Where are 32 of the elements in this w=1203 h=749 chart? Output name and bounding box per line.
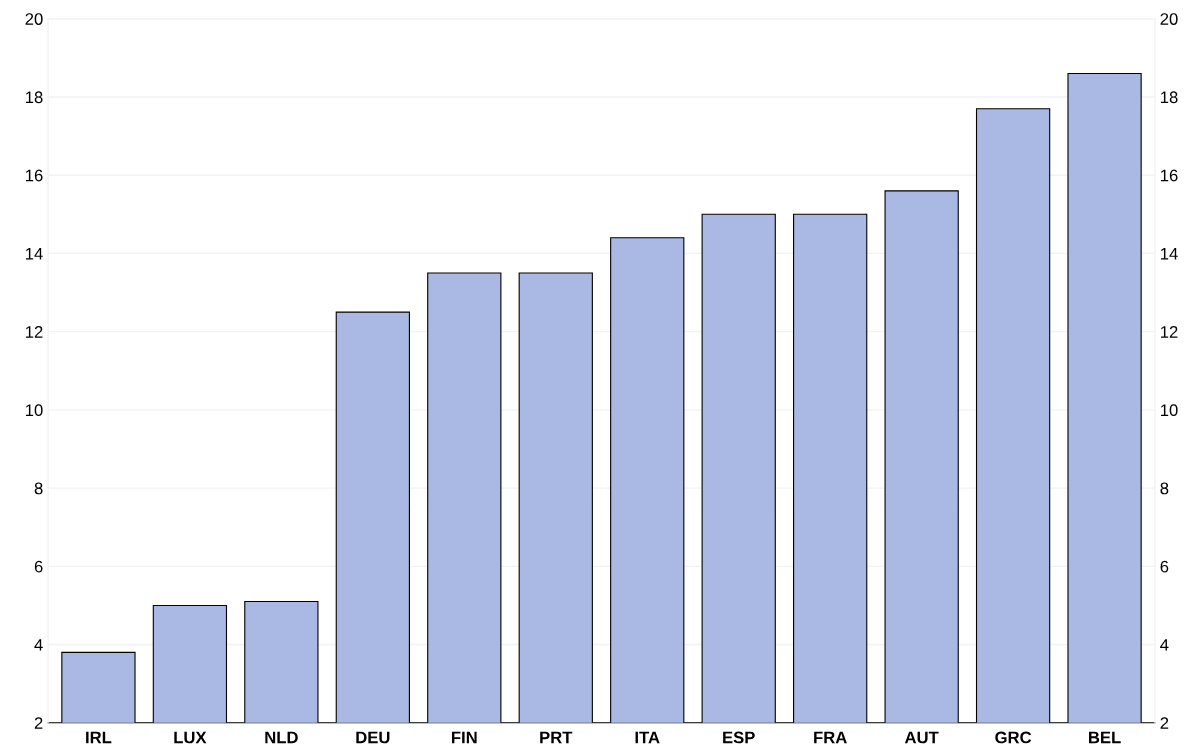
x-tick-label: FIN (451, 731, 477, 744)
x-tick-label: PRT (540, 731, 573, 744)
y-tick-label: 6 (34, 560, 43, 573)
x-tick-label: AUT (904, 731, 939, 744)
y2-tick-label: 20 (1160, 13, 1178, 25)
x-tick-label: FRA (814, 731, 847, 744)
x-tick-label: DEU (356, 731, 390, 744)
x-tick-label: NLD (265, 731, 298, 744)
y-tick-label: 14 (25, 247, 43, 260)
y-tick-label: 18 (25, 91, 43, 104)
y-tick-label: 16 (25, 169, 43, 182)
x-tick-label: BEL (1089, 731, 1121, 744)
x-tick-label: GRC (995, 731, 1032, 744)
y-tick-label: 4 (34, 639, 43, 651)
y2-tick-label: 16 (1161, 169, 1178, 182)
y-tick-label: 12 (25, 326, 43, 338)
x-tick-label: ESP (723, 731, 755, 744)
x-tick-label: IRL (86, 731, 112, 744)
x-tick-label: LUX (174, 731, 207, 744)
y-tick-label: 10 (25, 404, 43, 417)
y2-tick-label: 2 (1160, 717, 1169, 729)
x-tick-label: ITA (635, 731, 660, 744)
y2-tick-label: 14 (1161, 247, 1178, 260)
y-tick-label: 2 (34, 717, 43, 729)
y2-tick-label: 6 (1160, 560, 1169, 573)
y2-tick-label: 10 (1161, 404, 1178, 417)
y-tick-label: 8 (34, 482, 43, 495)
y2-tick-label: 8 (1160, 482, 1169, 495)
y2-tick-label: 18 (1161, 91, 1178, 104)
y2-tick-label: 12 (1161, 326, 1178, 338)
y2-tick-label: 4 (1160, 639, 1169, 651)
y-tick-label: 20 (25, 13, 43, 25)
